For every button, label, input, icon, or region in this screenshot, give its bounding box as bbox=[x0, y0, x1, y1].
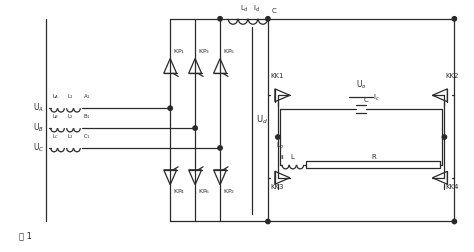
Text: KK1: KK1 bbox=[270, 73, 283, 79]
Text: KP$_2$: KP$_2$ bbox=[223, 187, 235, 196]
Text: U$_o$: U$_o$ bbox=[356, 79, 366, 91]
Text: U$_d$: U$_d$ bbox=[256, 114, 268, 127]
Circle shape bbox=[218, 17, 222, 21]
Text: KK3: KK3 bbox=[270, 184, 283, 190]
Text: C: C bbox=[363, 97, 368, 103]
Text: L$_2$: L$_2$ bbox=[67, 112, 74, 121]
Circle shape bbox=[452, 219, 456, 224]
Text: L$_o$: L$_o$ bbox=[276, 141, 284, 151]
Text: KP$_3$: KP$_3$ bbox=[198, 47, 210, 55]
Text: U$_C$: U$_C$ bbox=[33, 142, 44, 154]
Bar bbox=[306, 161, 440, 168]
Text: KK4: KK4 bbox=[446, 184, 459, 190]
Circle shape bbox=[266, 219, 270, 224]
Text: C$_1$: C$_1$ bbox=[83, 132, 91, 141]
Text: A$_1$: A$_1$ bbox=[83, 92, 91, 101]
Text: KK2: KK2 bbox=[446, 73, 459, 79]
Text: L$_C$: L$_C$ bbox=[52, 132, 59, 141]
Text: L$_1$: L$_1$ bbox=[67, 92, 74, 101]
Text: C: C bbox=[272, 8, 277, 14]
Text: Il: Il bbox=[281, 155, 284, 160]
Circle shape bbox=[276, 135, 280, 139]
Text: I$_d$: I$_d$ bbox=[253, 4, 260, 14]
Text: L$_d$: L$_d$ bbox=[240, 4, 249, 14]
Text: L: L bbox=[291, 154, 295, 160]
Text: L$_A$: L$_A$ bbox=[52, 92, 59, 101]
Text: U$_A$: U$_A$ bbox=[33, 102, 44, 114]
Text: KP$_6$: KP$_6$ bbox=[198, 187, 210, 196]
Circle shape bbox=[218, 146, 222, 150]
Text: 图 1: 图 1 bbox=[18, 231, 31, 240]
Text: KP$_5$: KP$_5$ bbox=[223, 47, 236, 55]
Text: B$_1$: B$_1$ bbox=[83, 112, 91, 121]
Text: U$_B$: U$_B$ bbox=[33, 122, 44, 134]
Text: KP$_1$: KP$_1$ bbox=[173, 47, 185, 55]
Text: I$_c$: I$_c$ bbox=[373, 93, 380, 103]
Circle shape bbox=[168, 106, 173, 110]
Text: R: R bbox=[371, 154, 376, 160]
Circle shape bbox=[452, 17, 456, 21]
Circle shape bbox=[266, 17, 270, 21]
Text: L$_B$: L$_B$ bbox=[52, 112, 59, 121]
Circle shape bbox=[193, 126, 197, 130]
Text: KP$_4$: KP$_4$ bbox=[173, 187, 186, 196]
Text: L$_2$: L$_2$ bbox=[67, 132, 74, 141]
Circle shape bbox=[442, 135, 447, 139]
